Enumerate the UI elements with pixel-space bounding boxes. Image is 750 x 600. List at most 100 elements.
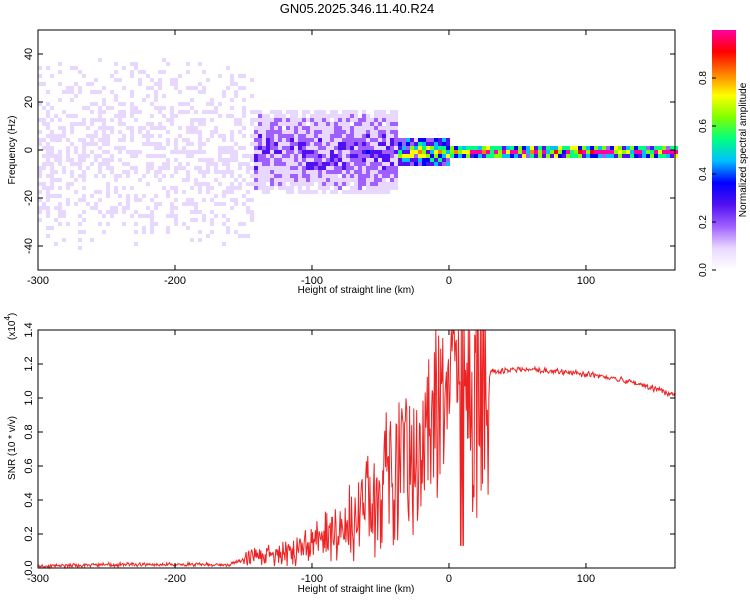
heatmap-cell bbox=[58, 54, 62, 58]
heatmap-cell bbox=[50, 154, 54, 158]
heatmap-cell bbox=[154, 54, 158, 58]
heatmap-cell bbox=[374, 110, 378, 114]
heatmap-cell bbox=[382, 146, 386, 150]
heatmap-cell bbox=[354, 158, 358, 162]
heatmap-cell bbox=[150, 50, 154, 54]
heatmap-cell bbox=[374, 90, 378, 94]
heatmap-cell bbox=[58, 118, 62, 122]
heatmap-cell bbox=[38, 234, 42, 238]
heatmap-cell bbox=[322, 158, 326, 162]
heatmap-cell bbox=[106, 222, 110, 226]
heatmap-cell bbox=[130, 54, 134, 58]
heatmap-cell bbox=[206, 138, 210, 142]
heatmap-cell bbox=[258, 166, 262, 170]
heatmap-cell bbox=[98, 214, 102, 218]
heatmap-cell bbox=[354, 186, 358, 190]
heatmap-cell bbox=[78, 86, 82, 90]
heatmap-cell bbox=[130, 74, 134, 78]
heatmap-cell bbox=[370, 178, 374, 182]
heatmap-cell bbox=[158, 166, 162, 170]
heatmap-cell bbox=[190, 46, 194, 50]
heatmap-cell bbox=[302, 166, 306, 170]
heatmap-cell bbox=[190, 186, 194, 190]
heatmap-cell bbox=[202, 98, 206, 102]
heatmap-cell bbox=[566, 146, 570, 150]
heatmap-cell bbox=[126, 262, 130, 266]
heatmap-cell bbox=[66, 122, 70, 126]
heatmap-cell bbox=[430, 114, 434, 118]
heatmap-cell bbox=[254, 150, 258, 154]
heatmap-cell bbox=[290, 126, 294, 130]
heatmap-cell bbox=[126, 194, 130, 198]
heatmap-cell bbox=[102, 94, 106, 98]
heatmap-cell bbox=[162, 246, 166, 250]
heatmap-cell bbox=[534, 150, 538, 154]
heatmap-cell bbox=[142, 30, 146, 34]
heatmap-cell bbox=[70, 170, 74, 174]
heatmap-cell bbox=[198, 146, 202, 150]
heatmap-cell bbox=[354, 126, 358, 130]
heatmap-cell bbox=[62, 234, 66, 238]
heatmap-cell bbox=[134, 170, 138, 174]
heatmap-cell bbox=[166, 170, 170, 174]
heatmap-cell bbox=[86, 242, 90, 246]
heatmap-cell bbox=[186, 102, 190, 106]
heatmap-cell bbox=[234, 246, 238, 250]
heatmap-cell bbox=[70, 138, 74, 142]
heatmap-cell bbox=[362, 94, 366, 98]
heatmap-cell bbox=[358, 210, 362, 214]
heatmap-cell bbox=[354, 162, 358, 166]
heatmap-cell bbox=[138, 98, 142, 102]
heatmap-cell bbox=[142, 214, 146, 218]
heatmap-cell bbox=[374, 134, 378, 138]
heatmap-cell bbox=[462, 162, 466, 166]
heatmap-cell bbox=[182, 174, 186, 178]
heatmap-cell bbox=[370, 154, 374, 158]
heatmap-cell bbox=[318, 130, 322, 134]
heatmap-cell bbox=[330, 166, 334, 170]
heatmap-cell bbox=[350, 146, 354, 150]
heatmap-cell bbox=[118, 54, 122, 58]
heatmap-cell bbox=[110, 122, 114, 126]
heatmap-cell bbox=[154, 50, 158, 54]
heatmap-cell bbox=[586, 166, 590, 170]
heatmap-cell bbox=[158, 158, 162, 162]
heatmap-cells bbox=[38, 30, 678, 270]
heatmap-cell bbox=[134, 38, 138, 42]
heatmap-cell bbox=[170, 214, 174, 218]
heatmap-cell bbox=[306, 138, 310, 142]
heatmap-cell bbox=[106, 58, 110, 62]
heatmap-cell bbox=[106, 122, 110, 126]
heatmap-cell bbox=[326, 162, 330, 166]
heatmap-cell bbox=[222, 134, 226, 138]
heatmap-cell bbox=[42, 70, 46, 74]
heatmap-cell bbox=[142, 246, 146, 250]
heatmap-cell bbox=[654, 154, 658, 158]
heatmap-cell bbox=[142, 206, 146, 210]
heatmap-cell bbox=[614, 146, 618, 150]
heatmap-cell bbox=[38, 78, 42, 82]
heatmap-cell bbox=[238, 218, 242, 222]
heatmap-cell bbox=[398, 150, 402, 154]
heatmap-cell bbox=[150, 226, 154, 230]
heatmap-cell bbox=[326, 166, 330, 170]
heatmap-cell bbox=[282, 182, 286, 186]
heatmap-cell bbox=[130, 138, 134, 142]
heatmap-cell bbox=[122, 170, 126, 174]
heatmap-cell bbox=[198, 54, 202, 58]
heatmap-cell bbox=[310, 110, 314, 114]
heatmap-cell bbox=[74, 218, 78, 222]
heatmap-cell bbox=[314, 186, 318, 190]
heatmap-cell bbox=[90, 82, 94, 86]
heatmap-cell bbox=[378, 122, 382, 126]
heatmap-cell bbox=[50, 58, 54, 62]
heatmap-cell bbox=[110, 98, 114, 102]
heatmap-cell bbox=[134, 242, 138, 246]
heatmap-cell bbox=[114, 102, 118, 106]
heatmap-cell bbox=[602, 146, 606, 150]
heatmap-cell bbox=[438, 174, 442, 178]
heatmap-cell bbox=[174, 238, 178, 242]
heatmap-cell bbox=[158, 114, 162, 118]
heatmap-cell bbox=[270, 86, 274, 90]
heatmap-cell bbox=[38, 38, 42, 42]
